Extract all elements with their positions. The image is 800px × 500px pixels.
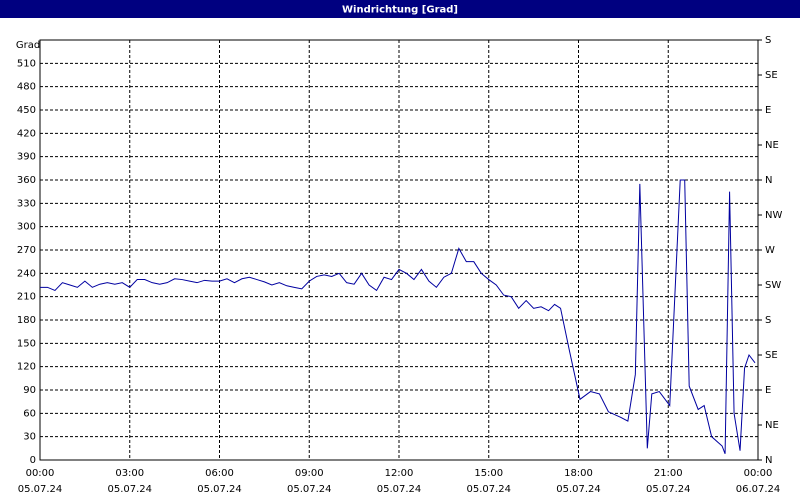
y-tick-label: 390 <box>17 152 36 163</box>
x-tick-label: 00:00 <box>744 468 773 479</box>
y-tick-label: 180 <box>17 315 36 326</box>
x-tick-label: 03:00 <box>115 468 144 479</box>
x-tick-date: 05.07.24 <box>287 484 332 495</box>
data-line <box>40 179 756 454</box>
x-tick-label: 15:00 <box>474 468 503 479</box>
y-tick-label: 480 <box>17 82 36 93</box>
y-tick-label: 510 <box>17 58 36 69</box>
x-tick-date: 05.07.24 <box>377 484 422 495</box>
title-bar <box>0 0 800 18</box>
x-tick-date: 05.07.24 <box>107 484 152 495</box>
y-axis-label: Grad <box>16 40 40 51</box>
y-tick-label: 60 <box>23 408 36 419</box>
chart-title: Windrichtung [Grad] <box>342 5 458 16</box>
y-tick-label: 120 <box>17 362 36 373</box>
x-tick-label: 21:00 <box>654 468 683 479</box>
x-tick-label: 12:00 <box>385 468 414 479</box>
y2-tick-label: W <box>765 245 775 256</box>
y-tick-label: 450 <box>17 105 36 116</box>
y2-tick-label: E <box>765 385 771 396</box>
y2-tick-label: N <box>765 175 772 186</box>
y-tick-label: 30 <box>23 432 36 443</box>
x-tick-date: 05.07.24 <box>197 484 242 495</box>
y2-tick-label: NW <box>765 210 782 221</box>
x-tick-date: 05.07.24 <box>18 484 63 495</box>
y-tick-label: 420 <box>17 128 36 139</box>
y2-tick-label: S <box>765 35 771 46</box>
y-tick-label: 0 <box>30 455 36 466</box>
y2-tick-label: SE <box>765 70 778 81</box>
y-tick-label: 210 <box>17 292 36 303</box>
y-tick-label: 150 <box>17 338 36 349</box>
y-tick-label: 300 <box>17 222 36 233</box>
x-tick-date: 05.07.24 <box>646 484 691 495</box>
y2-tick-label: N <box>765 455 772 466</box>
y2-tick-label: NE <box>765 140 779 151</box>
x-tick-label: 09:00 <box>295 468 324 479</box>
y2-tick-label: S <box>765 315 771 326</box>
y-tick-label: 90 <box>23 385 36 396</box>
y-tick-label: 330 <box>17 198 36 209</box>
x-tick-label: 00:00 <box>26 468 55 479</box>
y2-tick-label: SW <box>765 280 781 291</box>
x-tick-date: 06.07.24 <box>736 484 781 495</box>
y2-tick-label: E <box>765 105 771 116</box>
y-tick-label: 240 <box>17 268 36 279</box>
x-tick-label: 06:00 <box>205 468 234 479</box>
x-tick-label: 18:00 <box>564 468 593 479</box>
y2-tick-label: SE <box>765 350 778 361</box>
y2-tick-label: NE <box>765 420 779 431</box>
x-tick-date: 05.07.24 <box>556 484 601 495</box>
y-tick-label: 270 <box>17 245 36 256</box>
y-tick-label: 360 <box>17 175 36 186</box>
x-tick-date: 05.07.24 <box>466 484 511 495</box>
